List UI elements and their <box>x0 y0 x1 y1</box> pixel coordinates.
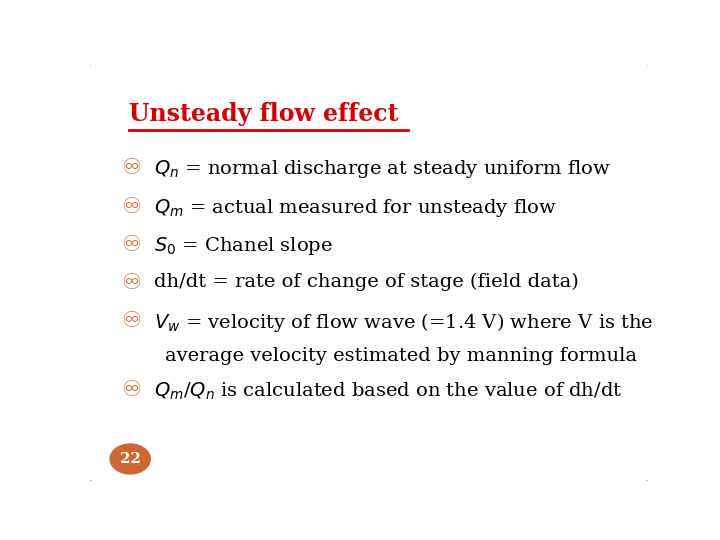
Text: $S_0$ = Chanel slope: $S_0$ = Chanel slope <box>154 235 333 257</box>
Text: ♾: ♾ <box>121 235 140 255</box>
FancyBboxPatch shape <box>87 63 651 483</box>
Text: ♾: ♾ <box>121 380 140 400</box>
Text: ♾: ♾ <box>121 273 140 293</box>
Text: 22: 22 <box>120 452 140 466</box>
Circle shape <box>110 444 150 474</box>
Text: ♾: ♾ <box>121 158 140 178</box>
Text: $V_w$ = velocity of flow wave (=1.4 V) where V is the: $V_w$ = velocity of flow wave (=1.4 V) w… <box>154 312 654 334</box>
Text: ♾: ♾ <box>121 197 140 217</box>
Text: Unsteady flow effect: Unsteady flow effect <box>129 102 399 126</box>
Text: average velocity estimated by manning formula: average velocity estimated by manning fo… <box>166 347 637 364</box>
Text: $Q_m$/$Q_n$ is calculated based on the value of dh/dt: $Q_m$/$Q_n$ is calculated based on the v… <box>154 380 622 402</box>
Text: dh/dt = rate of change of stage (field data): dh/dt = rate of change of stage (field d… <box>154 273 579 292</box>
Text: $Q_n$ = normal discharge at steady uniform flow: $Q_n$ = normal discharge at steady unifo… <box>154 158 611 180</box>
Text: ♾: ♾ <box>121 312 140 332</box>
Text: $Q_m$ = actual measured for unsteady flow: $Q_m$ = actual measured for unsteady flo… <box>154 197 557 219</box>
